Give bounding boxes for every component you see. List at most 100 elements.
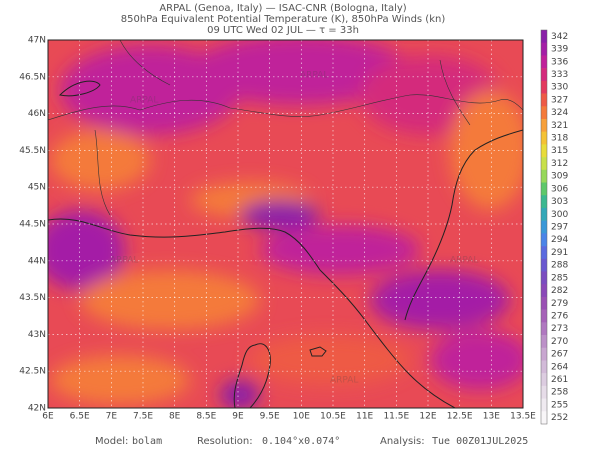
grid: 6E 6.5E 7E 7.5E 8E 8.5E 9E 9.5E 10E 10.5E 11E 11.5E… — [19, 36, 536, 422]
colorbar-label: 306 — [551, 184, 568, 194]
x-tick-label: 13.5E — [510, 412, 536, 422]
watermark: ARPAL — [110, 256, 138, 266]
x-tick-label: 6E — [42, 412, 54, 422]
colorbar-swatch — [541, 322, 547, 336]
y-tick-label: 43N — [28, 330, 46, 340]
colorbar-label: 291 — [551, 248, 568, 258]
colorbar-label: 297 — [551, 223, 568, 233]
colorbar-swatch — [541, 195, 547, 209]
colorbar-label: 321 — [551, 121, 568, 131]
watermark: ARPAL — [450, 256, 478, 266]
colorbar-swatch — [541, 411, 547, 425]
colorbar-swatch — [541, 68, 547, 82]
watermark: ARPAL — [330, 376, 358, 386]
colorbar-label: 285 — [551, 273, 568, 283]
colorbar-label: 267 — [551, 350, 568, 360]
colorbar-swatch — [541, 106, 547, 120]
title-line: ARPAL (Genoa, Italy) — ISAC-CNR (Bologna… — [159, 3, 406, 14]
x-tick-label: 11E — [356, 412, 373, 422]
y-tick-label: 43.5N — [19, 293, 46, 303]
map-field — [48, 40, 523, 408]
x-tick-label: 8E — [169, 412, 181, 422]
footer-value: 0.104°x0.074° — [262, 436, 340, 447]
y-tick-label: 42N — [28, 404, 46, 414]
colorbar-swatch — [541, 258, 547, 272]
colorbar-swatch — [541, 398, 547, 412]
footer-label: Resolution: — [197, 436, 253, 447]
colorbar-label: 282 — [551, 286, 568, 296]
colorbar-label: 273 — [551, 324, 568, 334]
colorbar-swatch — [541, 385, 547, 399]
watermark: ARPAL — [300, 71, 328, 81]
x-tick-label: 12.5E — [447, 412, 473, 422]
colorbar-swatch — [541, 309, 547, 323]
y-tick-label: 45N — [28, 183, 46, 193]
y-tick-label: 42.5N — [19, 367, 46, 377]
colorbar-swatch — [541, 144, 547, 158]
colorbar-swatch — [541, 55, 547, 69]
colorbar-label: 261 — [551, 375, 568, 385]
y-tick-label: 44.5N — [19, 220, 46, 230]
colorbar-frame — [540, 29, 548, 425]
colorbar-label: 300 — [551, 210, 568, 220]
colorbar-label: 288 — [551, 261, 568, 271]
colorbar-swatch — [541, 118, 547, 132]
colorbar-swatch — [541, 360, 547, 374]
x-tick-label: 9.5E — [260, 412, 280, 422]
colorbar-label: 324 — [551, 108, 568, 118]
x-tick-label: 7.5E — [133, 412, 153, 422]
colorbar-swatch — [541, 131, 547, 145]
x-tick-label: 10.5E — [320, 412, 346, 422]
x-tick-label: 9E — [232, 412, 244, 422]
colorbar: 342 339 336 333 330 327 324 321 318 315 312 309 306 3… — [540, 29, 568, 425]
colorbar-label: 264 — [551, 362, 568, 372]
colorbar-label: 342 — [551, 32, 568, 42]
y-tick-label: 45.5N — [19, 146, 46, 156]
colorbar-swatch — [541, 30, 547, 44]
colorbar-swatch — [541, 347, 547, 361]
colorbar-label: 255 — [551, 400, 568, 410]
x-tick-label: 13E — [483, 412, 500, 422]
colorbar-label: 318 — [551, 134, 568, 144]
colorbar-label: 276 — [551, 311, 568, 321]
colorbar-label: 303 — [551, 197, 568, 207]
footer-value: Tue 00Z01JUL2025 — [432, 436, 528, 447]
colorbar-label: 279 — [551, 299, 568, 309]
colorbar-label: 258 — [551, 388, 568, 398]
colorbar-swatch — [541, 80, 547, 94]
watermark: ARPAL — [130, 96, 158, 106]
colorbar-swatch — [541, 182, 547, 196]
colorbar-label: 327 — [551, 95, 568, 105]
colorbar-label: 336 — [551, 57, 568, 67]
x-tick-label: 8.5E — [196, 412, 216, 422]
x-tick-label: 11.5E — [383, 412, 409, 422]
x-tick-label: 10E — [293, 412, 310, 422]
colorbar-swatch — [541, 335, 547, 349]
colorbar-label: 294 — [551, 235, 568, 245]
x-tick-label: 6.5E — [70, 412, 90, 422]
colorbar-label: 315 — [551, 146, 568, 156]
footer-value: bolam — [132, 436, 162, 447]
y-tick-label: 46N — [28, 109, 46, 119]
colorbar-label: 252 — [551, 413, 568, 423]
colorbar-label: 312 — [551, 159, 568, 169]
colorbar-swatch — [541, 207, 547, 221]
footer-label: Model: — [95, 436, 128, 447]
x-tick-label: 12E — [419, 412, 436, 422]
colorbar-label: 339 — [551, 45, 568, 55]
colorbar-swatch — [541, 246, 547, 260]
colorbar-label: 270 — [551, 337, 568, 347]
x-tick-label: 7E — [106, 412, 118, 422]
colorbar-swatch — [541, 42, 547, 56]
title-line: 09 UTC Wed 02 JUL — τ = 33h — [207, 25, 359, 36]
colorbar-swatch — [541, 169, 547, 183]
title-line: 850hPa Equivalent Potential Temperature … — [121, 14, 446, 25]
y-tick-label: 46.5N — [19, 72, 46, 82]
colorbar-label: 309 — [551, 172, 568, 182]
colorbar-label: 330 — [551, 83, 568, 93]
map-frame — [47, 39, 524, 409]
colorbar-swatch — [541, 271, 547, 285]
footer-label: Analysis: — [380, 436, 425, 447]
colorbar-swatch — [541, 373, 547, 387]
